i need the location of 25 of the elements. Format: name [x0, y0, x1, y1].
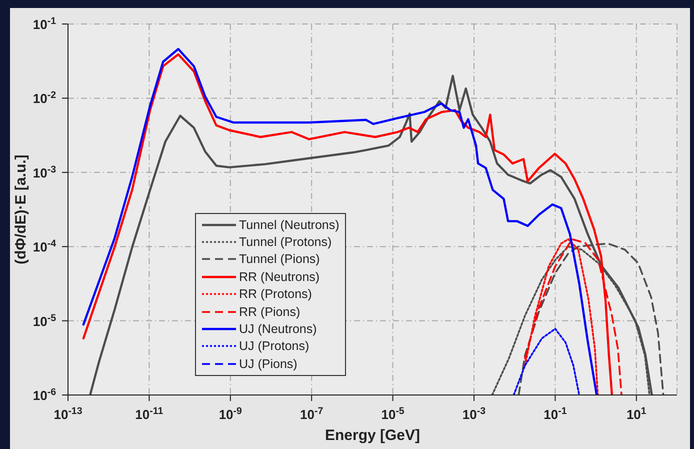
y-axis-title: (dΦ/dE)·E [a.u.]	[12, 154, 30, 264]
y-tick-label: 10$^{-4}$	[32, 238, 57, 255]
x-tick-label: 10$^{-9}$	[218, 406, 243, 422]
y-tick-label: 10$^{-3}$	[32, 164, 57, 180]
y-tick-label: 10$^{-6}$	[32, 386, 57, 403]
x-axis-title: Energy [GeV]	[324, 427, 420, 444]
legend-label: Tunnel (Protons)	[239, 235, 332, 250]
y-tick-label: 10$^{-1}$	[32, 16, 57, 32]
y-tick-label: 10$^{-5}$	[32, 312, 57, 329]
legend-label: UJ (Protons)	[239, 339, 310, 354]
legend-label: UJ (Neutrons)	[239, 322, 317, 336]
x-tick-label: 10$^{1}$	[626, 406, 647, 422]
y-tick-label: 10$^{-2}$	[32, 90, 57, 106]
x-tick-label: 10$^{-5}$	[381, 406, 405, 422]
x-tick-label: 10$^{-11}$	[135, 406, 164, 422]
legend-label: Tunnel (Neutrons)	[239, 218, 340, 232]
x-tick-label: 10$^{-3}$	[462, 406, 486, 422]
x-tick-label: 10$^{-1}$	[544, 406, 568, 422]
legend-label: RR (Pions)	[239, 304, 300, 319]
legend-label: RR (Protons)	[239, 287, 312, 302]
x-tick-label: 10$^{-13}$	[54, 406, 83, 422]
x-tick-label: 10$^{-7}$	[300, 406, 324, 422]
legend-label: RR (Neutrons)	[239, 270, 320, 284]
legend-label: Tunnel (Pions)	[239, 252, 320, 266]
legend-label: UJ (Pions)	[239, 356, 298, 371]
